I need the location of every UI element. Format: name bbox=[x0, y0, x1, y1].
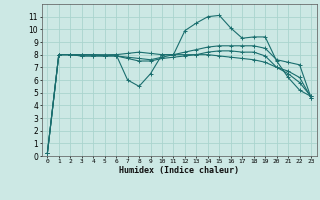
X-axis label: Humidex (Indice chaleur): Humidex (Indice chaleur) bbox=[119, 166, 239, 175]
